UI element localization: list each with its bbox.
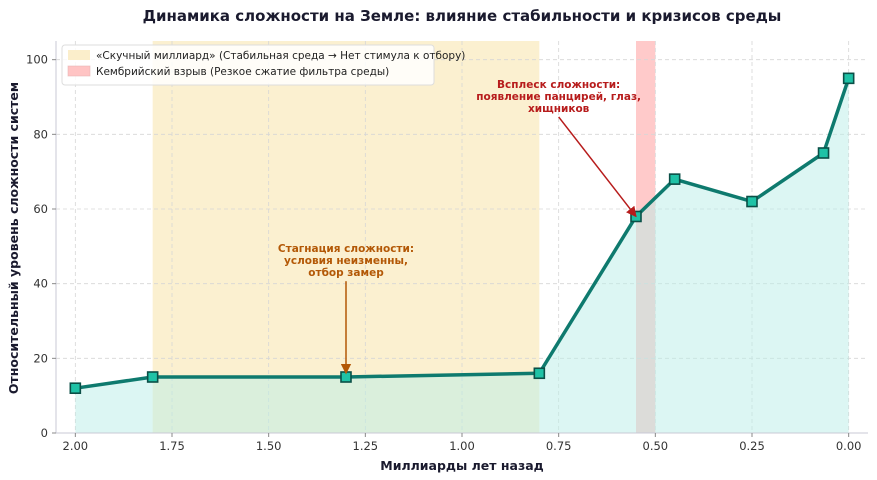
annotation-text-line: хищников xyxy=(528,103,590,115)
data-point-3 xyxy=(533,367,546,380)
y-tick-label: 40 xyxy=(33,277,48,291)
y-tick-label: 60 xyxy=(33,202,48,216)
annotation-arrow-1 xyxy=(558,116,637,218)
data-point-8 xyxy=(842,72,855,85)
legend-label: Кембрийский взрыв (Резкое сжатие фильтра… xyxy=(96,66,389,78)
x-axis-label: Миллиарды лет назад xyxy=(380,458,544,473)
annotation-text-line: Всплеск сложности: xyxy=(497,79,620,91)
annotation-text-line: условия неизменны, xyxy=(284,255,408,267)
x-tick-label: 0.50 xyxy=(643,439,669,453)
data-point-5 xyxy=(668,173,681,185)
y-tick-label: 0 xyxy=(41,426,48,440)
annotation-text-line: появление панцирей, глаз, xyxy=(476,91,641,103)
x-axis-ticks: 2.00 1.75 1.50 1.25 1.00 0.75 0.50 0.25 0.00 xyxy=(63,433,862,453)
legend-swatch-1 xyxy=(67,65,91,77)
annotation-text-line: Стагнация сложности: xyxy=(278,243,414,255)
y-axis-ticks: 0 20 40 60 80 100 xyxy=(26,53,56,440)
area-fill xyxy=(75,78,849,433)
data-point-0 xyxy=(69,382,82,395)
y-tick-label: 100 xyxy=(26,53,48,67)
x-tick-label: 1.75 xyxy=(159,439,185,453)
data-point-2 xyxy=(340,371,352,383)
x-tick-label: 1.00 xyxy=(449,439,475,453)
legend-swatch-0 xyxy=(68,50,90,60)
annotations: Стагнация сложности:условия неизменны,от… xyxy=(278,79,641,375)
chart-title: Динамика сложности на Земле: влияние ста… xyxy=(143,7,782,25)
data-point-6 xyxy=(746,195,758,208)
x-tick-label: 0.75 xyxy=(546,439,572,453)
x-tick-label: 0.00 xyxy=(836,439,862,453)
data-point-1 xyxy=(146,371,159,383)
x-tick-label: 1.50 xyxy=(256,439,282,453)
x-tick-label: 2.00 xyxy=(63,439,89,453)
y-axis-label: Относительный уровень сложности систем xyxy=(6,82,21,394)
y-tick-label: 80 xyxy=(33,127,48,141)
data-point-7 xyxy=(817,147,830,159)
x-tick-label: 0.25 xyxy=(739,439,765,453)
series-area xyxy=(75,78,849,433)
legend-box xyxy=(61,44,435,86)
x-tick-label: 1.25 xyxy=(353,439,379,453)
annotation-text-line: отбор замер xyxy=(308,267,384,279)
y-tick-label: 20 xyxy=(33,351,48,365)
legend: «Скучный миллиард» (Стабильная среда → Н… xyxy=(61,44,465,86)
legend-label: «Скучный миллиард» (Стабильная среда → Н… xyxy=(96,50,465,62)
